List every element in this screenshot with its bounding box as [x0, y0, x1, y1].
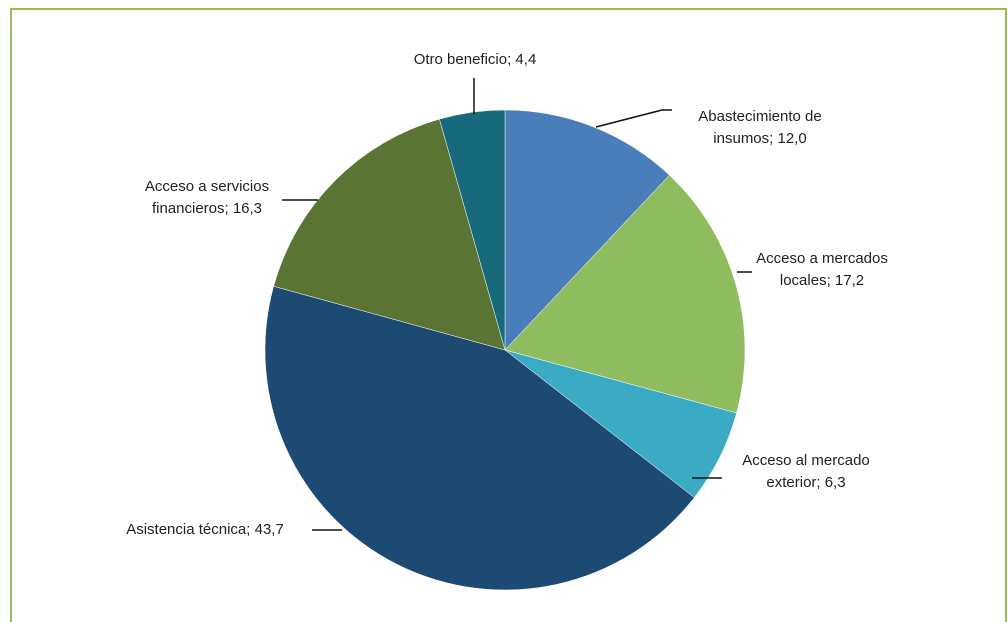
slice-label: Acceso a mercados locales; 17,2 [756, 250, 888, 289]
pie [264, 109, 746, 591]
slice-label: Acceso a servicios financieros; 16,3 [144, 178, 270, 217]
leaders [282, 78, 752, 531]
leader-line [595, 109, 672, 128]
pie-slice [504, 109, 670, 351]
slice-label: Otro beneficio; 4,4 [413, 51, 537, 68]
pie-slice [439, 109, 506, 351]
slice-label: Abastecimiento de insumos; 12,0 [698, 108, 822, 147]
slice-label: Acceso al mercado exterior; 6,3 [742, 452, 870, 491]
pie-slice [273, 118, 506, 351]
frame [10, 8, 1007, 622]
slice-label: Asistencia técnica; 43,7 [126, 521, 284, 538]
pie-slice [504, 174, 746, 414]
pie-slice [264, 285, 695, 591]
